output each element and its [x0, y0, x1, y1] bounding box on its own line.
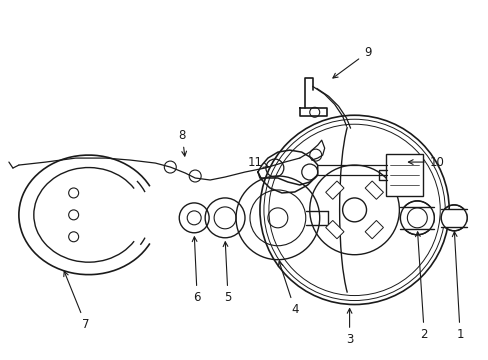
- Text: 9: 9: [332, 46, 370, 78]
- Polygon shape: [325, 181, 343, 199]
- FancyBboxPatch shape: [400, 207, 433, 229]
- Text: 6: 6: [192, 237, 201, 304]
- Text: 7: 7: [63, 271, 89, 331]
- Text: 11: 11: [247, 156, 268, 168]
- Polygon shape: [365, 181, 383, 199]
- Text: 5: 5: [223, 242, 231, 304]
- FancyBboxPatch shape: [386, 154, 423, 196]
- Text: 1: 1: [451, 232, 463, 341]
- Text: 3: 3: [345, 309, 352, 346]
- FancyBboxPatch shape: [440, 209, 466, 227]
- Polygon shape: [365, 220, 383, 239]
- Text: 2: 2: [415, 232, 427, 341]
- Text: 10: 10: [407, 156, 444, 168]
- Text: 8: 8: [178, 129, 186, 156]
- Polygon shape: [325, 220, 343, 239]
- Text: 4: 4: [278, 261, 298, 316]
